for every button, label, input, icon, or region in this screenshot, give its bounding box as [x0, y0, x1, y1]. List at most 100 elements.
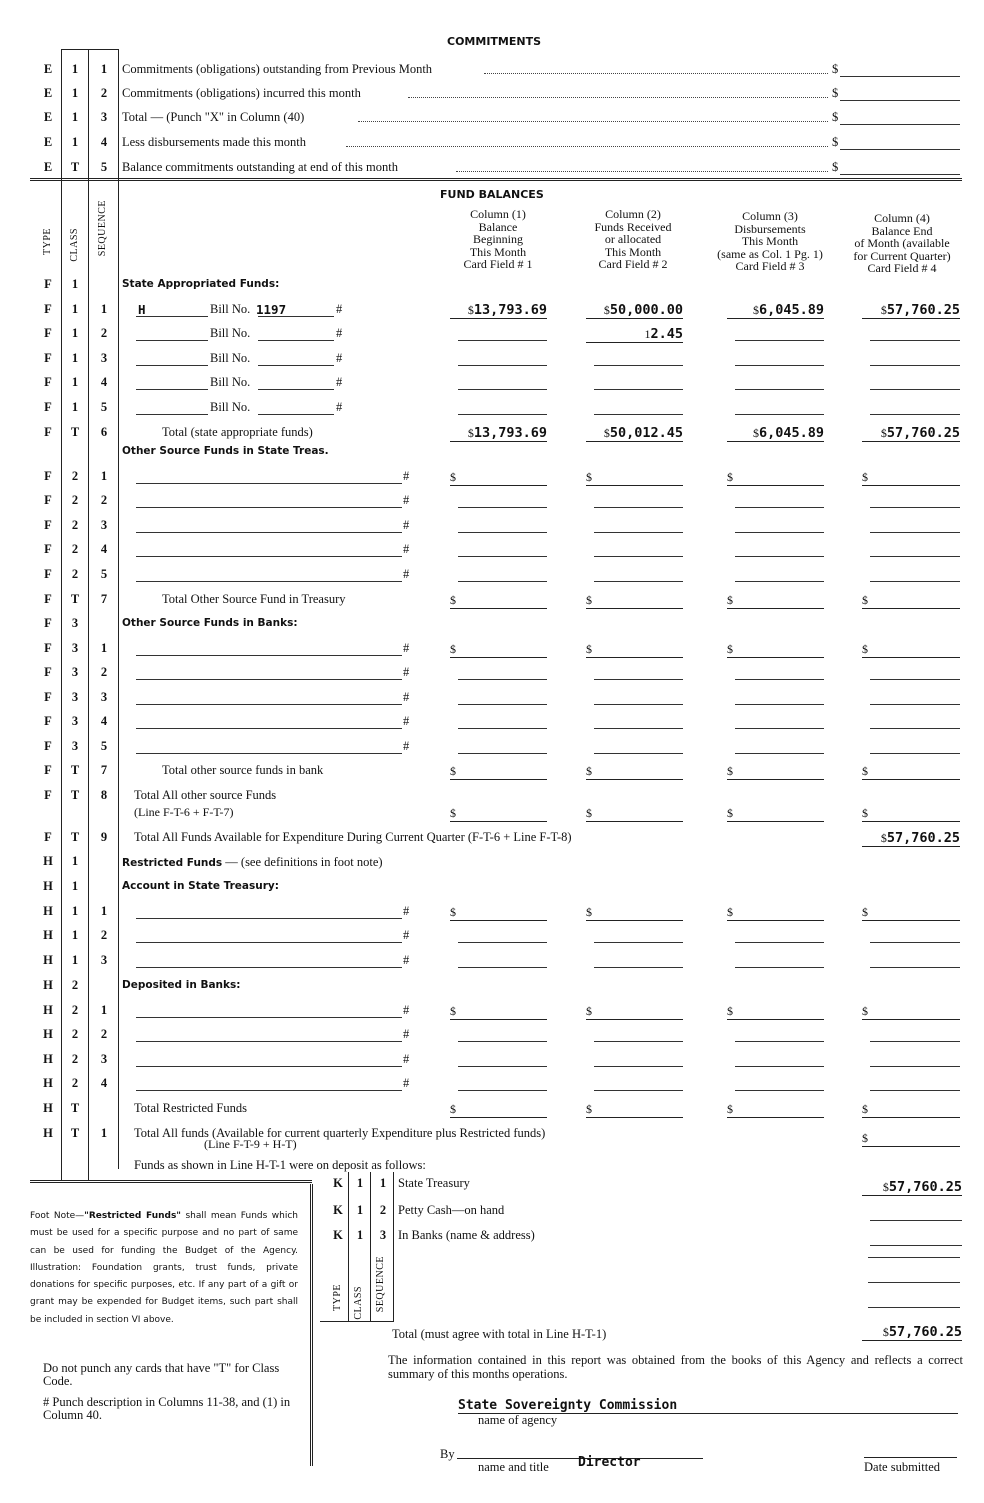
amount-field[interactable]: $50,012.45	[586, 425, 683, 442]
commitment-amount-field[interactable]	[840, 86, 960, 101]
amount-field[interactable]: $57,760.25	[862, 830, 960, 847]
title-value[interactable]: Director	[578, 1455, 641, 1470]
amount-blank[interactable]	[458, 518, 547, 533]
amount-blank[interactable]	[458, 1052, 547, 1067]
amount-field[interactable]: $50,000.00	[586, 302, 683, 319]
amount-blank[interactable]	[870, 1027, 960, 1042]
description-field[interactable]	[136, 690, 402, 705]
description-field[interactable]	[136, 1076, 402, 1091]
amount-blank[interactable]	[735, 493, 824, 508]
amount-blank[interactable]	[870, 493, 960, 508]
signature-line[interactable]	[457, 1458, 703, 1459]
amount-blank[interactable]	[458, 665, 547, 680]
amount-field[interactable]: $	[862, 592, 960, 609]
amount-blank[interactable]	[594, 1052, 683, 1067]
description-field[interactable]	[136, 1027, 402, 1042]
amount-blank[interactable]	[735, 928, 824, 943]
amount-blank[interactable]	[870, 375, 960, 390]
description-field[interactable]	[136, 493, 402, 508]
amount-field[interactable]: $	[862, 1130, 960, 1147]
description-field[interactable]	[136, 542, 402, 557]
amount-blank[interactable]	[735, 690, 824, 705]
amount-blank[interactable]	[870, 1052, 960, 1067]
bill-number-field[interactable]	[258, 400, 334, 415]
amount-blank[interactable]	[735, 739, 824, 754]
amount-blank[interactable]	[870, 400, 960, 415]
bank-amount-field[interactable]	[868, 1243, 960, 1258]
amount-blank[interactable]	[735, 567, 824, 582]
amount-blank[interactable]	[458, 690, 547, 705]
amount-blank[interactable]	[458, 714, 547, 729]
amount-field[interactable]: $	[862, 1003, 960, 1020]
bill-number-field[interactable]	[258, 326, 334, 341]
amount-blank[interactable]	[594, 518, 683, 533]
amount-blank[interactable]	[735, 714, 824, 729]
amount-blank[interactable]	[594, 542, 683, 557]
amount-field[interactable]: $	[862, 641, 960, 658]
amount-field[interactable]: $	[586, 763, 683, 780]
description-field[interactable]	[136, 518, 402, 533]
amount-field[interactable]: $13,793.69	[450, 425, 547, 442]
amount-field[interactable]: $57,760.25	[862, 425, 960, 442]
description-field[interactable]	[136, 1052, 402, 1067]
amount-blank[interactable]	[870, 326, 960, 341]
amount-blank[interactable]	[735, 542, 824, 557]
amount-field[interactable]: $	[862, 1101, 960, 1118]
amount-field[interactable]: $	[727, 641, 824, 658]
amount-field[interactable]: 12.45	[586, 326, 683, 343]
amount-field[interactable]: $	[862, 904, 960, 921]
amount-field[interactable]: $	[727, 763, 824, 780]
amount-blank[interactable]	[594, 953, 683, 968]
amount-field[interactable]: $	[450, 1101, 547, 1118]
amount-blank[interactable]	[735, 1027, 824, 1042]
amount-blank[interactable]	[458, 567, 547, 582]
amount-blank[interactable]	[870, 928, 960, 943]
amount-blank[interactable]	[870, 542, 960, 557]
amount-blank[interactable]	[458, 542, 547, 557]
commitment-amount-field[interactable]	[840, 135, 960, 150]
bill-prefix-field[interactable]	[136, 400, 208, 415]
agency-name-field[interactable]: State Sovereignty Commission	[458, 1398, 958, 1414]
bill-number-field[interactable]	[258, 302, 334, 317]
amount-field[interactable]: $	[727, 469, 824, 486]
amount-blank[interactable]	[870, 567, 960, 582]
amount-field[interactable]: $	[450, 641, 547, 658]
amount-blank[interactable]	[458, 400, 547, 415]
amount-field[interactable]: $	[450, 592, 547, 609]
amount-field[interactable]: $	[450, 805, 547, 822]
description-field[interactable]	[136, 953, 402, 968]
amount-field[interactable]: $	[586, 592, 683, 609]
amount-field[interactable]: $	[450, 1003, 547, 1020]
amount-blank[interactable]	[594, 928, 683, 943]
amount-field[interactable]: $	[727, 805, 824, 822]
amount-field[interactable]: $13,793.69	[450, 302, 547, 319]
amount-blank[interactable]	[458, 1027, 547, 1042]
amount-blank[interactable]	[735, 326, 824, 341]
bank-amount-field[interactable]	[868, 1293, 960, 1308]
description-field[interactable]	[136, 904, 402, 919]
description-field[interactable]	[136, 665, 402, 680]
amount-field[interactable]: $	[450, 469, 547, 486]
bill-prefix-field[interactable]	[136, 302, 208, 317]
amount-blank[interactable]	[594, 567, 683, 582]
amount-blank[interactable]	[870, 953, 960, 968]
amount-blank[interactable]	[735, 1052, 824, 1067]
amount-field[interactable]: $	[586, 805, 683, 822]
amount-blank[interactable]	[458, 493, 547, 508]
bill-prefix-field[interactable]	[136, 326, 208, 341]
amount-field[interactable]: $	[727, 1003, 824, 1020]
commitment-amount-field[interactable]	[840, 110, 960, 125]
amount-blank[interactable]	[594, 714, 683, 729]
amount-field[interactable]: $6,045.89	[727, 302, 824, 319]
amount-field[interactable]: $57,760.25	[862, 302, 960, 319]
amount-blank[interactable]	[458, 953, 547, 968]
deposit-total-value[interactable]: $57,760.25	[862, 1324, 962, 1341]
amount-field[interactable]: $	[862, 469, 960, 486]
amount-field[interactable]: $	[450, 904, 547, 921]
amount-field[interactable]: $6,045.89	[727, 425, 824, 442]
amount-blank[interactable]	[458, 928, 547, 943]
bill-number-field[interactable]	[258, 375, 334, 390]
amount-blank[interactable]	[594, 665, 683, 680]
amount-field[interactable]: $	[586, 469, 683, 486]
amount-blank[interactable]	[870, 1076, 960, 1091]
